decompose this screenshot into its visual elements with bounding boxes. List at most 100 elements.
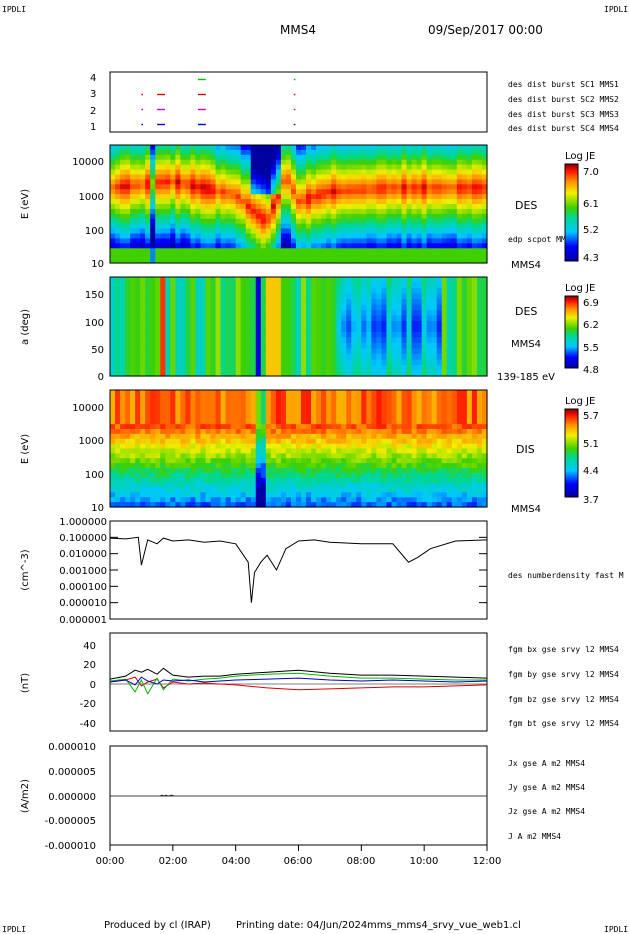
spectrogram-cell bbox=[205, 424, 212, 430]
spectrogram-cell bbox=[115, 419, 121, 425]
spectrogram-cell bbox=[245, 310, 252, 317]
spectrogram-cell bbox=[461, 218, 468, 225]
spectrogram-cell bbox=[341, 424, 347, 430]
spectrogram-cell bbox=[160, 390, 166, 396]
spectrogram-cell bbox=[476, 184, 483, 190]
spectrogram-cell bbox=[376, 228, 383, 235]
spectrogram-cell bbox=[205, 482, 212, 489]
spectrogram-cell bbox=[371, 443, 378, 450]
spectrogram-cell bbox=[306, 414, 312, 420]
spectrogram-cell bbox=[215, 419, 222, 425]
spectrogram-cell bbox=[225, 443, 232, 450]
spectrogram-cell bbox=[351, 194, 357, 200]
spectrogram-cell bbox=[135, 321, 141, 328]
spectrogram-cell bbox=[110, 321, 116, 328]
spectrogram-cell bbox=[466, 208, 473, 215]
spectrogram-cell bbox=[391, 315, 398, 322]
spectrogram-cell bbox=[456, 487, 463, 493]
spectrogram-cell bbox=[150, 277, 156, 284]
spectrogram-cell bbox=[391, 288, 398, 295]
spectrogram-cell bbox=[416, 238, 423, 244]
spectrogram-cell bbox=[316, 189, 322, 195]
spectrogram-cell bbox=[406, 189, 413, 195]
spectrogram-cell bbox=[361, 321, 367, 328]
spectrogram-cell bbox=[336, 419, 342, 425]
spectrogram-cell bbox=[341, 277, 347, 284]
spectrogram-cell bbox=[220, 299, 227, 306]
spectrogram-cell bbox=[195, 343, 202, 350]
spectrogram-cell bbox=[431, 337, 438, 344]
spectrogram-cell bbox=[461, 184, 468, 190]
spectrogram-cell bbox=[366, 208, 372, 215]
pitch-energy-range: 139-185 eV bbox=[497, 372, 555, 383]
spectrogram-cell bbox=[170, 458, 176, 464]
spectrogram-cell bbox=[260, 463, 267, 469]
spectrogram-cell bbox=[135, 370, 141, 377]
spectrogram-cell bbox=[255, 299, 262, 306]
spectrogram-cell bbox=[125, 497, 131, 503]
spectrogram-cell bbox=[341, 502, 347, 508]
spectrogram-cell bbox=[185, 154, 192, 161]
spectrogram-cell bbox=[225, 164, 232, 171]
spectrogram-cell bbox=[381, 463, 388, 469]
spectrogram-cell bbox=[180, 277, 186, 284]
spectrogram-cell bbox=[356, 253, 362, 259]
spectrogram-cell bbox=[290, 238, 297, 244]
panel-burst-frame bbox=[109, 71, 488, 133]
spectrogram-cell bbox=[195, 419, 202, 425]
spectrogram-cell bbox=[376, 424, 383, 430]
spectrogram-cell bbox=[341, 258, 347, 264]
spectrogram-cell bbox=[225, 390, 232, 396]
spectrogram-cell bbox=[145, 472, 151, 479]
spectrogram-cell bbox=[466, 258, 473, 264]
spectrogram-cell bbox=[316, 482, 322, 489]
spectrogram-cell bbox=[150, 169, 156, 176]
spectrogram-cell bbox=[240, 404, 247, 411]
spectrogram-cell bbox=[260, 189, 267, 195]
spectrogram-cell bbox=[285, 199, 292, 205]
spectrogram-cell bbox=[361, 145, 367, 151]
spectrogram-cell bbox=[436, 228, 443, 235]
spectrogram-cell bbox=[406, 228, 413, 235]
spectrogram-cell bbox=[215, 468, 222, 474]
des-pitch-mms4: MMS4 bbox=[511, 339, 541, 350]
spectrogram-cell bbox=[110, 492, 116, 498]
spectrogram-cell bbox=[175, 502, 181, 508]
spectrogram-cell bbox=[456, 258, 463, 264]
spectrogram-cell bbox=[476, 299, 483, 306]
spectrogram-cell bbox=[396, 453, 403, 459]
spectrogram-cell bbox=[145, 394, 151, 401]
spectrogram-cell bbox=[220, 394, 227, 401]
spectrogram-cell bbox=[220, 310, 227, 317]
spectrogram-cell bbox=[436, 149, 443, 156]
spectrogram-cell bbox=[190, 482, 197, 489]
spectrogram-cell bbox=[135, 424, 141, 430]
spectrogram-cell bbox=[285, 169, 292, 176]
spectrogram-cell bbox=[421, 184, 428, 190]
spectrogram-cell bbox=[220, 348, 227, 355]
spectrogram-cell bbox=[205, 487, 212, 493]
spectrogram-cell bbox=[240, 179, 247, 185]
spectrogram-cell bbox=[356, 502, 362, 508]
spectrogram-cell bbox=[155, 326, 161, 333]
spectrogram-cell bbox=[341, 248, 347, 254]
spectrogram-cell bbox=[150, 458, 156, 464]
cbar1-tick-0: 7.0 bbox=[583, 167, 599, 178]
spectrogram-cell bbox=[461, 208, 468, 215]
spectrogram-cell bbox=[411, 179, 418, 185]
spectrogram-cell bbox=[331, 433, 337, 440]
spectrogram-cell bbox=[220, 332, 227, 339]
spectrogram-cell bbox=[411, 282, 418, 289]
spectrogram-cell bbox=[351, 463, 357, 469]
spectrogram-cell bbox=[456, 282, 463, 289]
spectrogram-cell bbox=[456, 208, 463, 215]
spectrogram-cell bbox=[205, 365, 212, 372]
spectrogram-cell bbox=[185, 253, 192, 259]
spectrogram-cell bbox=[451, 433, 458, 440]
spectrogram-cell bbox=[210, 228, 217, 235]
spectrogram-cell bbox=[265, 394, 272, 401]
spectrogram-cell bbox=[135, 169, 141, 176]
spectrogram-cell bbox=[356, 497, 362, 503]
spectrogram-cell bbox=[250, 213, 257, 220]
spectrogram-cell bbox=[210, 199, 217, 205]
